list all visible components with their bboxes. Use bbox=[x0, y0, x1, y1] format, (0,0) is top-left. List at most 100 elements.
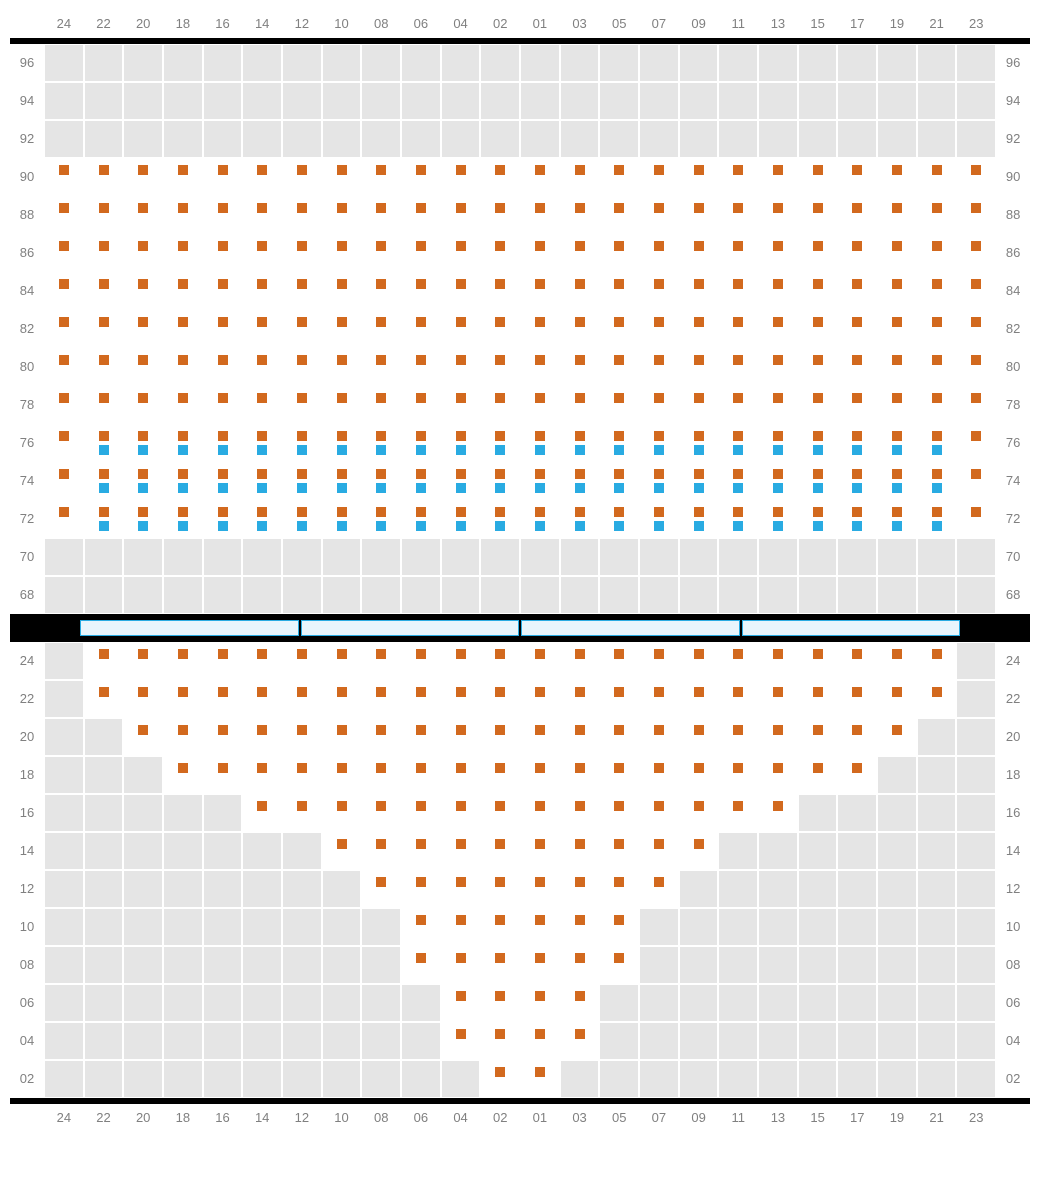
seat-marker-orange[interactable] bbox=[575, 279, 585, 289]
seat-marker-blue[interactable] bbox=[733, 445, 743, 455]
seat-marker-orange[interactable] bbox=[178, 469, 188, 479]
seat-marker-blue[interactable] bbox=[575, 521, 585, 531]
seat-marker-orange[interactable] bbox=[575, 725, 585, 735]
seat-marker-orange[interactable] bbox=[852, 241, 862, 251]
seat-marker-orange[interactable] bbox=[376, 393, 386, 403]
seat-marker-orange[interactable] bbox=[614, 763, 624, 773]
seat-marker-orange[interactable] bbox=[654, 431, 664, 441]
seat-marker-orange[interactable] bbox=[376, 649, 386, 659]
seat-marker-orange[interactable] bbox=[178, 317, 188, 327]
seat-marker-orange[interactable] bbox=[733, 393, 743, 403]
seat-marker-orange[interactable] bbox=[297, 801, 307, 811]
seat-marker-orange[interactable] bbox=[575, 877, 585, 887]
seat-marker-orange[interactable] bbox=[932, 687, 942, 697]
seat-marker-blue[interactable] bbox=[852, 445, 862, 455]
seat-marker-blue[interactable] bbox=[495, 483, 505, 493]
seat-marker-orange[interactable] bbox=[297, 165, 307, 175]
seat-marker-blue[interactable] bbox=[694, 521, 704, 531]
seat-marker-blue[interactable] bbox=[297, 445, 307, 455]
seat-marker-orange[interactable] bbox=[773, 469, 783, 479]
seat-marker-orange[interactable] bbox=[614, 839, 624, 849]
seat-marker-orange[interactable] bbox=[138, 355, 148, 365]
seat-marker-orange[interactable] bbox=[575, 991, 585, 1001]
seat-marker-orange[interactable] bbox=[733, 317, 743, 327]
seat-marker-orange[interactable] bbox=[694, 203, 704, 213]
seat-marker-orange[interactable] bbox=[456, 953, 466, 963]
seat-marker-orange[interactable] bbox=[535, 725, 545, 735]
seat-marker-orange[interactable] bbox=[654, 317, 664, 327]
seat-marker-orange[interactable] bbox=[416, 839, 426, 849]
seat-marker-orange[interactable] bbox=[694, 355, 704, 365]
seat-marker-orange[interactable] bbox=[456, 1029, 466, 1039]
seat-marker-orange[interactable] bbox=[535, 877, 545, 887]
seat-marker-orange[interactable] bbox=[694, 507, 704, 517]
seat-marker-orange[interactable] bbox=[654, 355, 664, 365]
seat-marker-orange[interactable] bbox=[654, 725, 664, 735]
seat-marker-blue[interactable] bbox=[178, 483, 188, 493]
seat-marker-orange[interactable] bbox=[654, 763, 664, 773]
seat-marker-orange[interactable] bbox=[376, 877, 386, 887]
seat-marker-orange[interactable] bbox=[694, 317, 704, 327]
seat-marker-orange[interactable] bbox=[178, 165, 188, 175]
seat-marker-orange[interactable] bbox=[575, 355, 585, 365]
seat-marker-orange[interactable] bbox=[337, 507, 347, 517]
seat-marker-orange[interactable] bbox=[773, 801, 783, 811]
seat-marker-orange[interactable] bbox=[932, 649, 942, 659]
seat-marker-orange[interactable] bbox=[376, 165, 386, 175]
seat-marker-orange[interactable] bbox=[535, 915, 545, 925]
seat-marker-blue[interactable] bbox=[257, 445, 267, 455]
seat-marker-orange[interactable] bbox=[416, 507, 426, 517]
seat-marker-orange[interactable] bbox=[416, 725, 426, 735]
seat-marker-orange[interactable] bbox=[733, 507, 743, 517]
seat-marker-orange[interactable] bbox=[892, 431, 902, 441]
seat-marker-orange[interactable] bbox=[852, 725, 862, 735]
seat-marker-orange[interactable] bbox=[257, 687, 267, 697]
seat-marker-orange[interactable] bbox=[813, 507, 823, 517]
seat-marker-orange[interactable] bbox=[456, 725, 466, 735]
seat-marker-orange[interactable] bbox=[416, 687, 426, 697]
seat-marker-orange[interactable] bbox=[59, 507, 69, 517]
seat-marker-blue[interactable] bbox=[456, 521, 466, 531]
seat-marker-orange[interactable] bbox=[138, 203, 148, 213]
seat-marker-orange[interactable] bbox=[535, 431, 545, 441]
seat-marker-orange[interactable] bbox=[416, 469, 426, 479]
seat-marker-orange[interactable] bbox=[892, 279, 902, 289]
seat-marker-blue[interactable] bbox=[773, 445, 783, 455]
seat-marker-orange[interactable] bbox=[495, 241, 505, 251]
seat-marker-orange[interactable] bbox=[971, 507, 981, 517]
seat-marker-orange[interactable] bbox=[813, 393, 823, 403]
seat-marker-orange[interactable] bbox=[456, 355, 466, 365]
seat-marker-blue[interactable] bbox=[218, 483, 228, 493]
seat-marker-orange[interactable] bbox=[971, 279, 981, 289]
seat-marker-orange[interactable] bbox=[773, 393, 783, 403]
seat-marker-orange[interactable] bbox=[218, 355, 228, 365]
seat-marker-orange[interactable] bbox=[416, 203, 426, 213]
seat-marker-orange[interactable] bbox=[614, 165, 624, 175]
seat-marker-orange[interactable] bbox=[813, 649, 823, 659]
seat-marker-orange[interactable] bbox=[376, 801, 386, 811]
seat-marker-orange[interactable] bbox=[654, 165, 664, 175]
seat-marker-orange[interactable] bbox=[416, 801, 426, 811]
seat-marker-orange[interactable] bbox=[813, 687, 823, 697]
seat-marker-orange[interactable] bbox=[892, 507, 902, 517]
seat-marker-orange[interactable] bbox=[495, 725, 505, 735]
seat-marker-orange[interactable] bbox=[495, 877, 505, 887]
seat-marker-orange[interactable] bbox=[376, 725, 386, 735]
seat-marker-orange[interactable] bbox=[99, 393, 109, 403]
seat-marker-orange[interactable] bbox=[337, 241, 347, 251]
seat-marker-blue[interactable] bbox=[337, 483, 347, 493]
seat-marker-orange[interactable] bbox=[257, 649, 267, 659]
seat-marker-orange[interactable] bbox=[495, 165, 505, 175]
seat-marker-orange[interactable] bbox=[813, 165, 823, 175]
seat-marker-orange[interactable] bbox=[535, 355, 545, 365]
seat-marker-orange[interactable] bbox=[971, 241, 981, 251]
seat-marker-orange[interactable] bbox=[813, 763, 823, 773]
seat-marker-orange[interactable] bbox=[495, 469, 505, 479]
seat-marker-orange[interactable] bbox=[535, 507, 545, 517]
seat-marker-orange[interactable] bbox=[535, 317, 545, 327]
seat-marker-blue[interactable] bbox=[376, 483, 386, 493]
seat-marker-orange[interactable] bbox=[99, 241, 109, 251]
seat-marker-orange[interactable] bbox=[218, 763, 228, 773]
seat-marker-orange[interactable] bbox=[575, 801, 585, 811]
seat-marker-orange[interactable] bbox=[773, 649, 783, 659]
